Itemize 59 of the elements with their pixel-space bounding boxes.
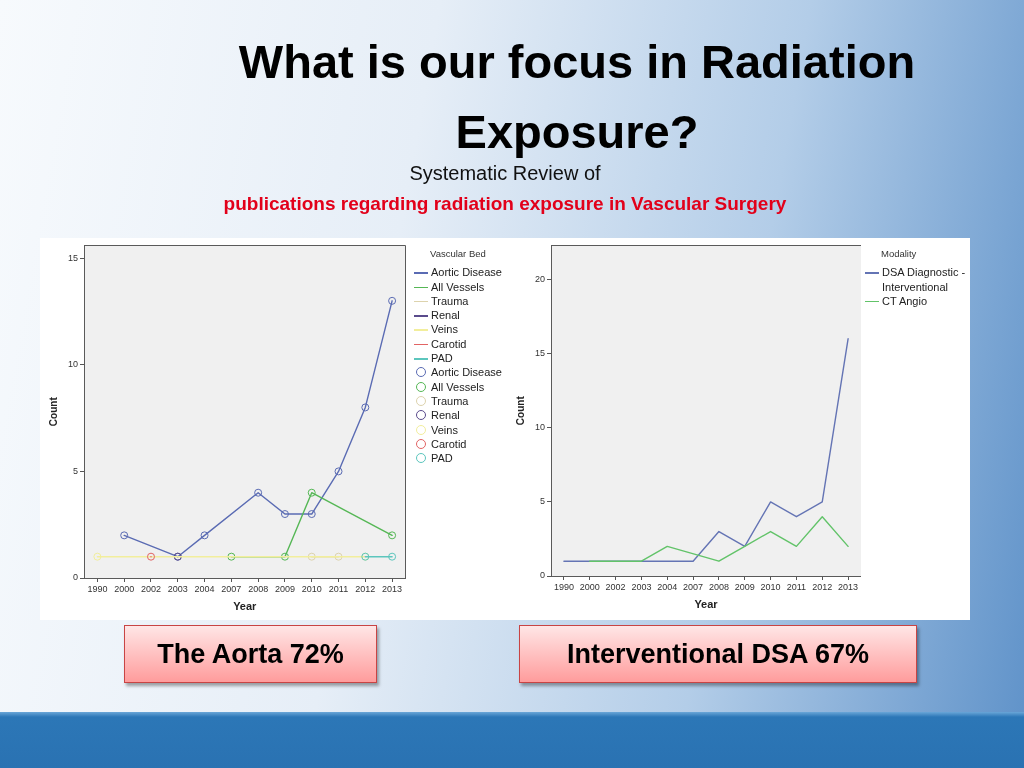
text: What is our focus in Radiation Exposure? [238, 35, 916, 158]
text: Renal [431, 309, 460, 322]
x-axis-title: Year [233, 600, 258, 613]
x-tick-label: 2008 [248, 583, 269, 594]
x-tick-label: 2003 [167, 583, 188, 594]
x-tick-label: 2012 [355, 583, 376, 594]
x-tick-label: 1990 [87, 583, 108, 594]
text: Systematic Review of publications regarding radiation exposure in Vascular Surgery [223, 162, 787, 214]
x-tick-label: 1990 [553, 581, 574, 592]
text: Carotid [431, 337, 467, 350]
x-tick-label: 2012 [812, 581, 833, 592]
legend-label: Carotid [431, 436, 467, 452]
x-tick-label: 2004 [657, 581, 678, 592]
text: PAD [431, 352, 453, 365]
legend-label: Aortic Disease [431, 365, 502, 380]
text: All Vessels [431, 280, 485, 293]
x-tick-label: 2010 [760, 581, 781, 592]
y-tick-label: 0 [540, 570, 546, 581]
x-tick-label: 2007 [683, 581, 704, 592]
text: Trauma [431, 294, 469, 307]
x-tick-label: 2004 [194, 583, 215, 594]
text: Interventional DSA 67% [519, 625, 917, 683]
y-tick-label: 0 [73, 572, 79, 583]
x-tick-label: 2000 [114, 583, 135, 594]
y-axis-title: Count [514, 395, 526, 426]
x-axis-title: Year [694, 598, 719, 611]
x-tick-label: 2003 [631, 581, 652, 592]
x-tick-label: 2007 [221, 583, 242, 594]
x-tick-label: 2009 [734, 581, 755, 592]
legend-label: CT Angio [882, 293, 928, 309]
x-tick-label: 2013 [838, 581, 859, 592]
legend-label: Renal [431, 408, 460, 423]
y-tick-label: 5 [540, 496, 546, 507]
y-tick-label: 15 [535, 348, 546, 359]
y-tick-label: 10 [68, 359, 79, 370]
legend-label: PAD [431, 451, 453, 466]
legend-label: All Vessels [431, 379, 485, 394]
y-axis-title: Count [47, 396, 59, 427]
x-tick-label: 2013 [382, 583, 403, 594]
legend-label: DSA Diagnostic - Interventional [882, 265, 967, 294]
legend-title: Vascular Bed [429, 247, 487, 261]
x-tick-label: 2011 [328, 583, 349, 594]
x-tick-label: 2010 [301, 583, 322, 594]
y-tick-label: 20 [535, 273, 546, 284]
x-tick-label: 2002 [605, 581, 626, 592]
x-tick-label: 2011 [786, 581, 807, 592]
y-tick-label: 5 [73, 465, 79, 476]
x-tick-label: 2002 [140, 583, 161, 594]
text: Veins [431, 323, 458, 336]
y-tick-label: 15 [68, 252, 79, 263]
legend-title: Modality [880, 247, 918, 261]
legend-label: Veins [431, 422, 458, 437]
text: The Aorta 72% [124, 625, 377, 683]
x-tick-label: 2000 [579, 581, 600, 592]
y-tick-label: 10 [535, 422, 546, 433]
x-tick-label: 2009 [274, 583, 295, 594]
text: Aortic Disease [431, 266, 502, 279]
legend-label: Trauma [431, 393, 469, 409]
x-tick-label: 2008 [708, 581, 729, 592]
